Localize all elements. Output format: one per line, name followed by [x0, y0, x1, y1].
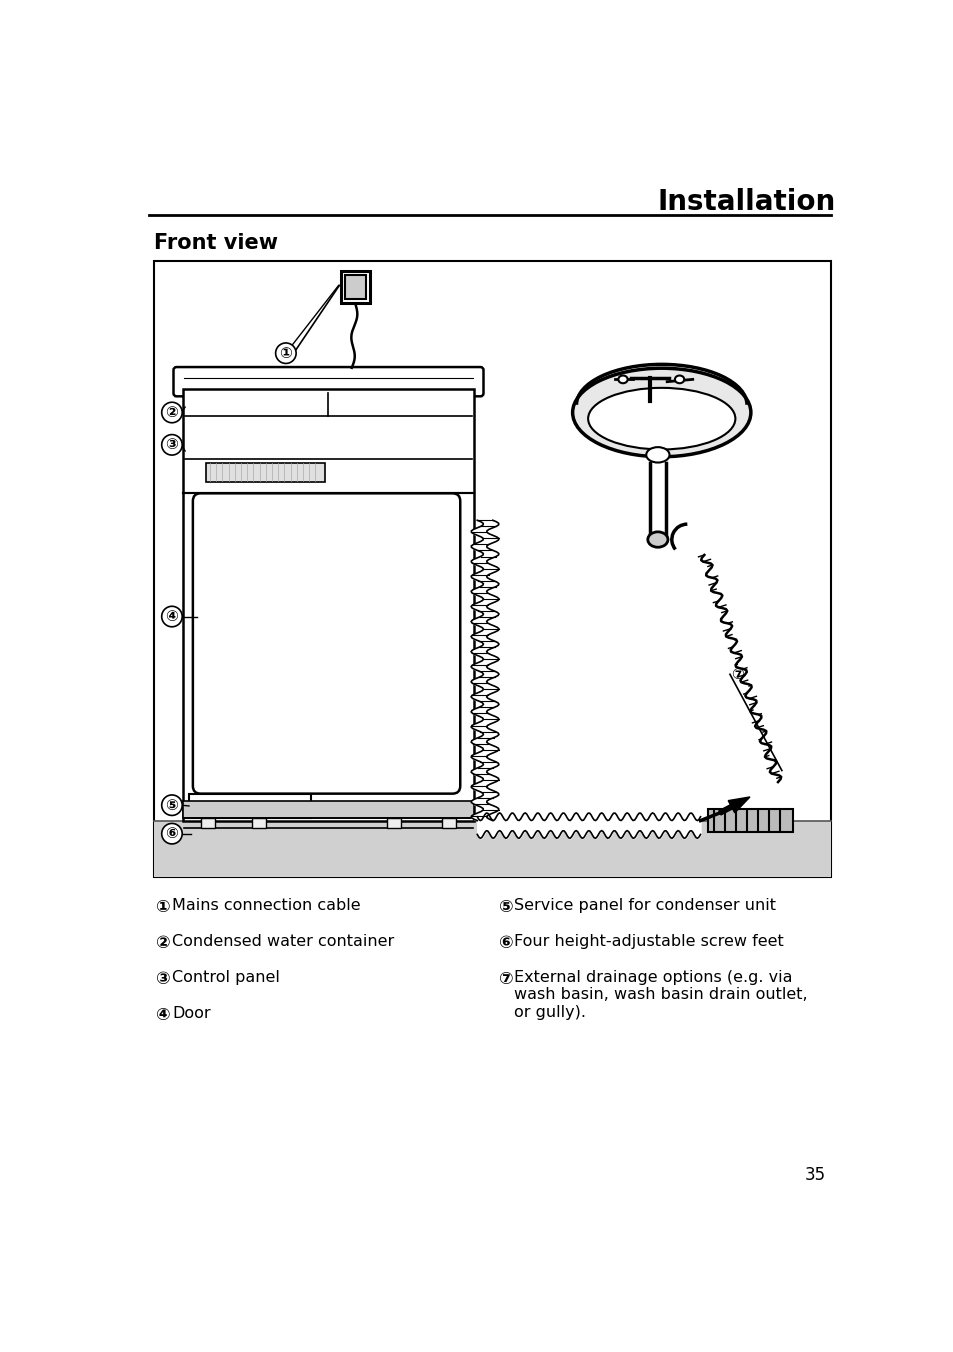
- Text: ④: ④: [156, 1006, 171, 1025]
- Text: ②: ②: [165, 406, 178, 420]
- Text: ⑦: ⑦: [498, 969, 514, 988]
- Ellipse shape: [674, 376, 683, 383]
- Text: ⑤: ⑤: [165, 798, 178, 813]
- Bar: [707, 808, 793, 831]
- Bar: [340, 270, 370, 303]
- Ellipse shape: [572, 368, 750, 457]
- FancyBboxPatch shape: [193, 493, 459, 794]
- Text: ⑤: ⑤: [498, 898, 514, 915]
- Text: Front view: Front view: [154, 233, 278, 253]
- Bar: [201, 818, 215, 829]
- Ellipse shape: [618, 376, 627, 383]
- Ellipse shape: [645, 448, 669, 462]
- Text: ②: ②: [156, 934, 171, 952]
- Text: ③: ③: [156, 969, 171, 988]
- Text: Four height-adjustable screw feet: Four height-adjustable screw feet: [514, 934, 783, 949]
- Text: Service panel for condenser unit: Service panel for condenser unit: [514, 898, 776, 913]
- FancyBboxPatch shape: [173, 366, 483, 396]
- Bar: [441, 818, 456, 829]
- Bar: [183, 802, 474, 818]
- Text: ⑥: ⑥: [498, 934, 514, 952]
- Text: ①: ①: [156, 898, 171, 915]
- Bar: [252, 818, 266, 829]
- Bar: [206, 462, 324, 481]
- Text: Installation: Installation: [658, 188, 835, 216]
- Text: Condensed water container: Condensed water container: [172, 934, 394, 949]
- Bar: [154, 261, 830, 877]
- Ellipse shape: [647, 531, 667, 548]
- Text: External drainage options (e.g. via
wash basin, wash basin drain outlet,
or gull: External drainage options (e.g. via wash…: [514, 969, 807, 1019]
- Bar: [344, 276, 366, 299]
- Text: ⑦: ⑦: [731, 667, 743, 681]
- Text: ④: ④: [165, 608, 178, 625]
- Text: ①: ①: [279, 346, 292, 361]
- Text: Door: Door: [172, 1006, 211, 1021]
- Text: ③: ③: [165, 437, 178, 453]
- Ellipse shape: [587, 388, 735, 449]
- Text: Mains connection cable: Mains connection cable: [172, 898, 360, 913]
- Bar: [387, 818, 401, 829]
- Text: 35: 35: [804, 1165, 825, 1184]
- Bar: [189, 794, 311, 818]
- Bar: [154, 821, 830, 877]
- Text: ⑥: ⑥: [165, 826, 178, 841]
- Bar: [183, 389, 474, 821]
- FancyArrow shape: [718, 796, 749, 815]
- Text: ①: ①: [275, 346, 288, 361]
- Text: Control panel: Control panel: [172, 969, 279, 986]
